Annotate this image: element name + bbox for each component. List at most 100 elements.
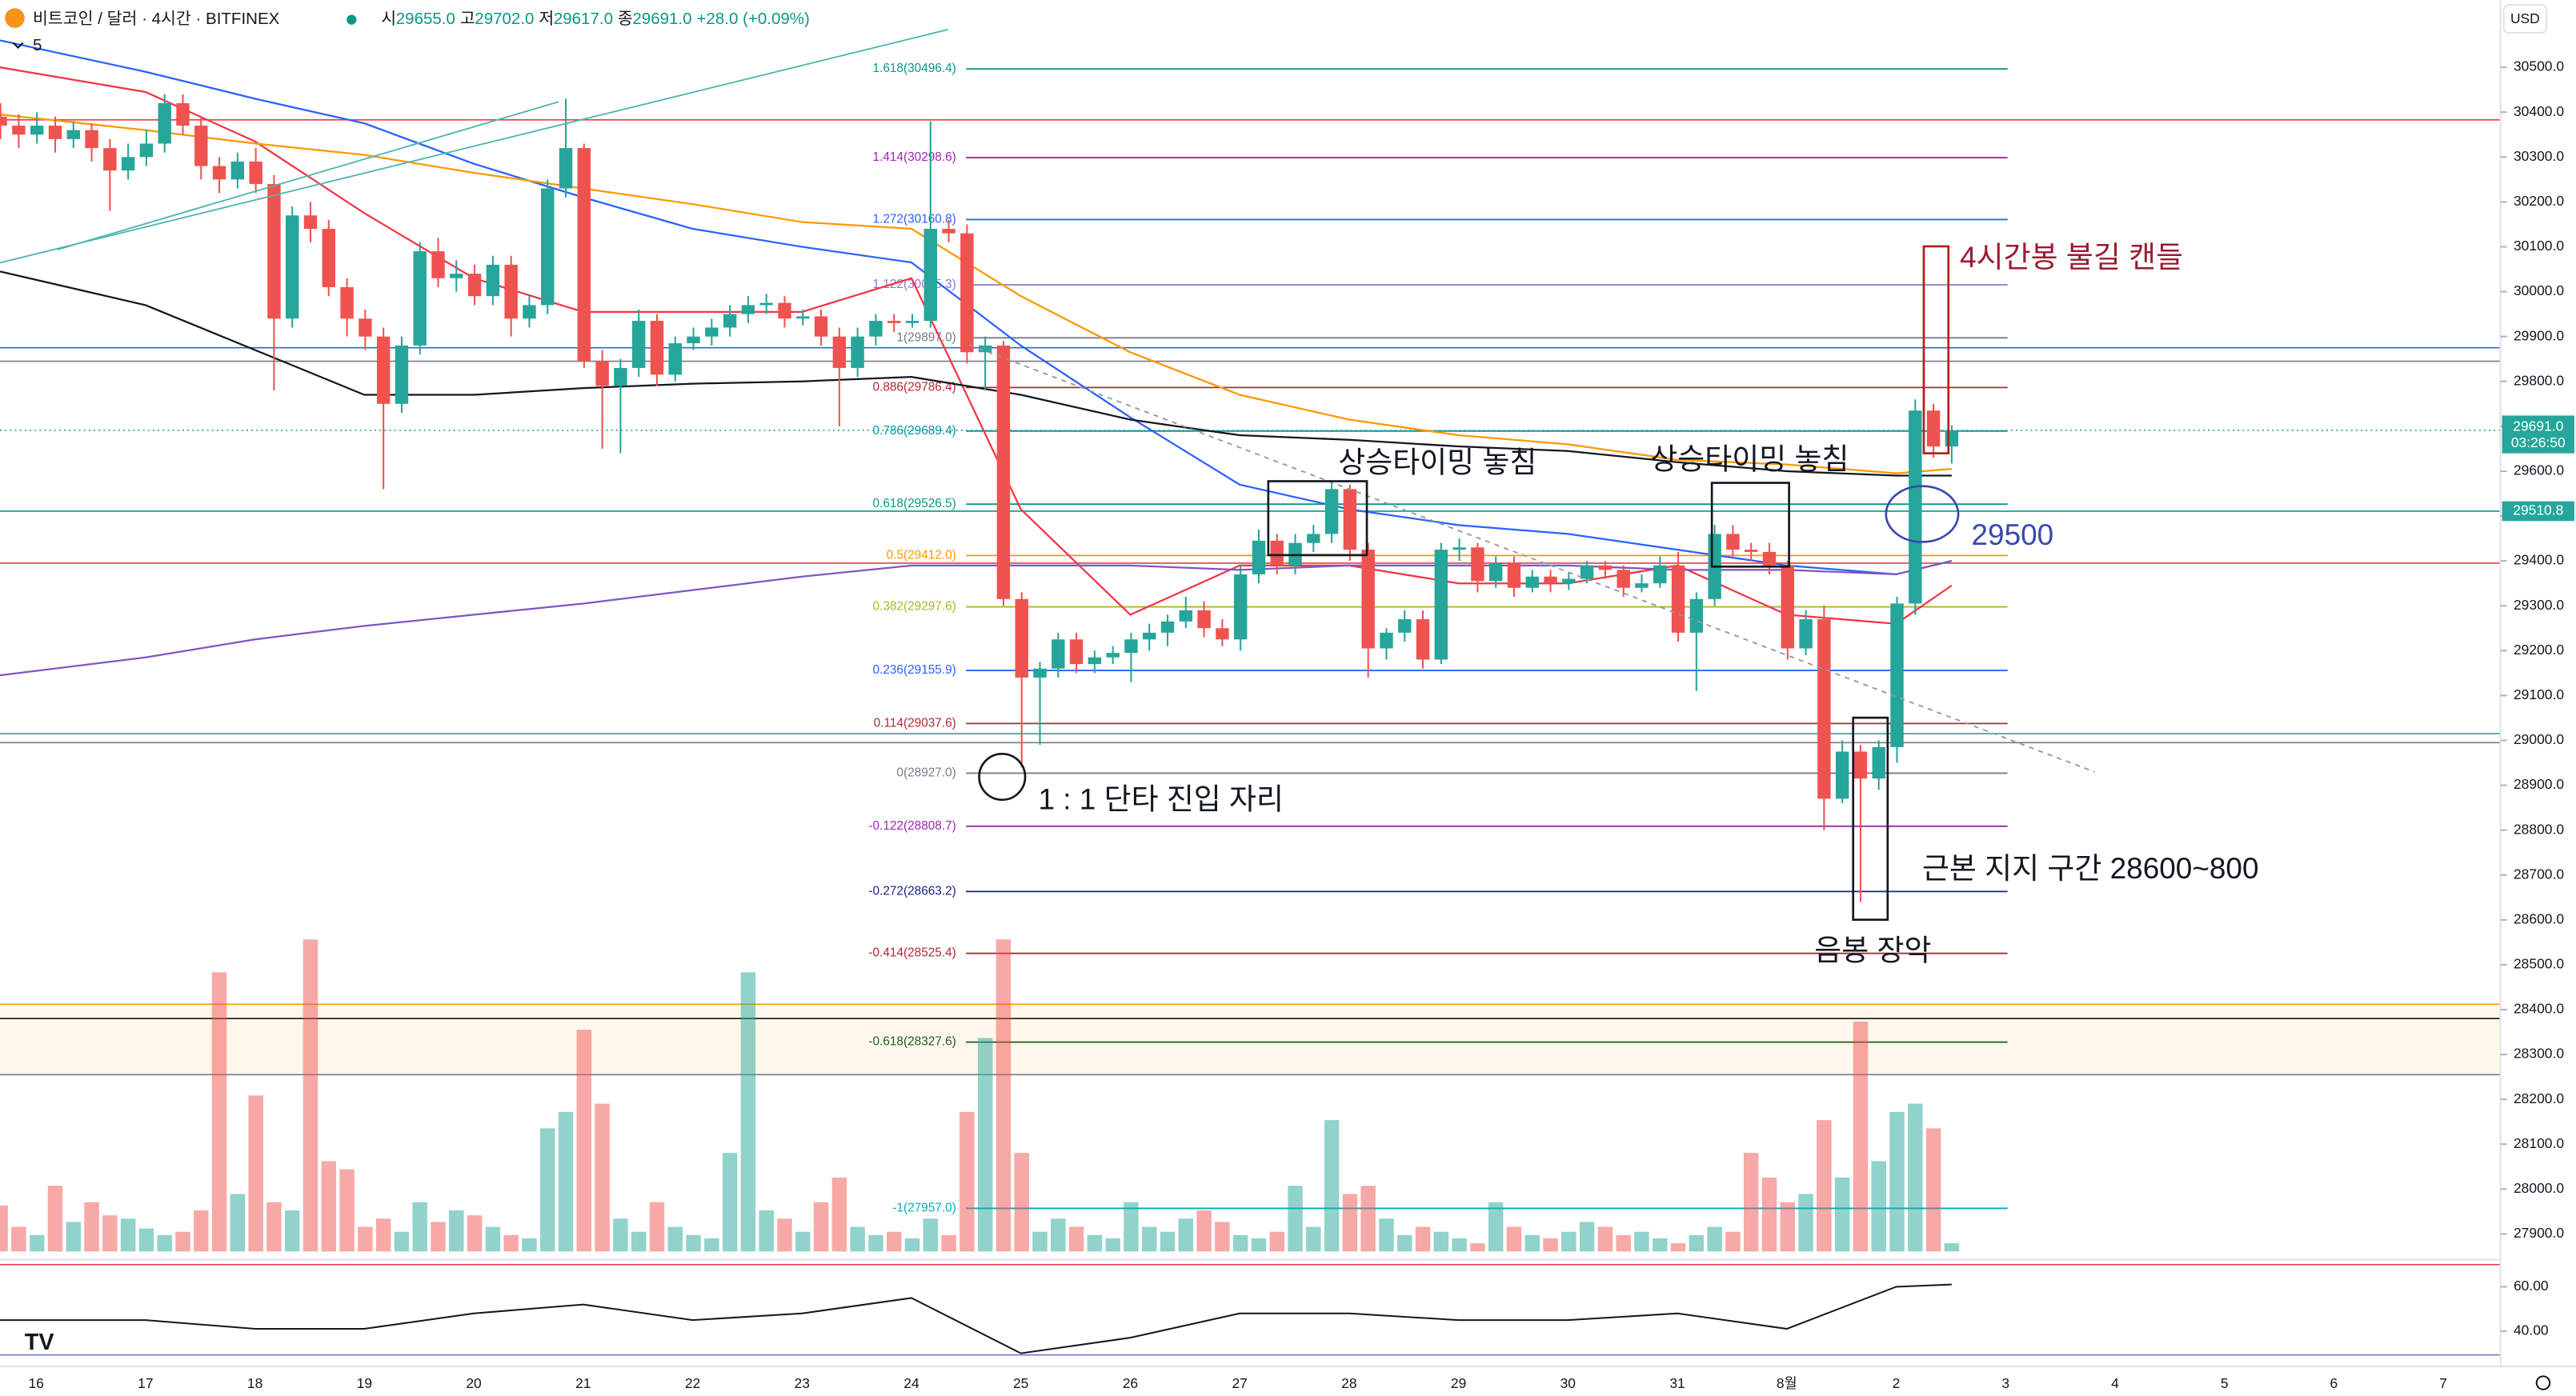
candle-body bbox=[1324, 489, 1339, 534]
candle-body bbox=[1835, 751, 1849, 799]
candle-body bbox=[541, 188, 555, 306]
candle-body bbox=[869, 321, 883, 337]
x-tick-label: 25 bbox=[1013, 1375, 1028, 1391]
fib-label: 0.236(29155.9) bbox=[873, 663, 956, 677]
candle-body bbox=[614, 367, 627, 386]
volume-bar bbox=[29, 1234, 45, 1252]
indicator-count: 5 bbox=[33, 36, 42, 54]
x-tick-label: 19 bbox=[357, 1375, 372, 1391]
candle-body bbox=[523, 305, 536, 319]
y-tick-label: 28500.0 bbox=[2514, 956, 2564, 972]
candle-body bbox=[1361, 550, 1375, 649]
volume-bar bbox=[1415, 1226, 1431, 1252]
candle-body bbox=[1799, 619, 1813, 649]
volume-bar bbox=[595, 1103, 610, 1252]
x-tick-label: 20 bbox=[466, 1375, 482, 1391]
currency-box[interactable] bbox=[2502, 4, 2548, 34]
candle-body bbox=[1452, 547, 1466, 550]
volume-bar bbox=[1124, 1202, 1139, 1252]
y-tick-label: 29200.0 bbox=[2514, 642, 2564, 658]
candle-body bbox=[139, 143, 154, 158]
volume-bar bbox=[230, 1194, 246, 1252]
volume-bar bbox=[868, 1234, 883, 1252]
candle-body bbox=[30, 126, 44, 135]
ohlc-value: 29655.0 bbox=[396, 10, 455, 28]
volume-bar bbox=[11, 1226, 26, 1252]
volume-bar bbox=[649, 1202, 665, 1252]
x-tick-label: 24 bbox=[903, 1375, 919, 1391]
y-tick-label: 30000.0 bbox=[2514, 282, 2564, 298]
candle-body bbox=[668, 343, 682, 375]
candle-body bbox=[978, 345, 992, 353]
box bbox=[1922, 245, 1950, 454]
fib-label: 0.786(29689.4) bbox=[873, 424, 956, 438]
volume-bar bbox=[47, 1186, 63, 1252]
candle-body bbox=[905, 321, 919, 323]
volume-bar bbox=[1360, 1186, 1376, 1252]
volume-bar bbox=[1506, 1226, 1522, 1252]
volume-bar bbox=[1780, 1202, 1796, 1252]
candle-body bbox=[577, 148, 591, 362]
candle-body bbox=[121, 157, 135, 171]
ohlc-label: 고 bbox=[460, 10, 475, 28]
annotation: 음봉 장악 bbox=[1814, 934, 1931, 966]
candle-body bbox=[230, 161, 245, 180]
y-tick-label: 29400.0 bbox=[2514, 552, 2564, 568]
candle-body bbox=[687, 336, 700, 344]
volume-bar bbox=[467, 1215, 483, 1252]
volume-bar bbox=[1834, 1177, 1850, 1252]
volume-bar bbox=[157, 1234, 172, 1252]
coin-icon bbox=[5, 8, 25, 28]
candle-body bbox=[1270, 540, 1284, 566]
y-tick-label: 28400.0 bbox=[2514, 1001, 2564, 1017]
volume-bar bbox=[740, 972, 756, 1252]
candle-body bbox=[85, 130, 98, 149]
candle-body bbox=[359, 318, 372, 337]
x-tick-label: 18 bbox=[247, 1375, 262, 1391]
volume-bar bbox=[722, 1153, 738, 1252]
rsi-line bbox=[0, 1283, 1952, 1354]
volume-bar bbox=[1232, 1234, 1248, 1252]
volume-bar bbox=[1306, 1226, 1321, 1252]
candle-body bbox=[431, 251, 445, 278]
box bbox=[1852, 716, 1889, 921]
candle-body bbox=[413, 251, 427, 346]
candle-body bbox=[705, 327, 719, 337]
annotation: 상승타이밍 놓침 bbox=[1338, 446, 1536, 479]
marked-price-label: 29510.8 bbox=[2513, 502, 2563, 518]
candle-body bbox=[249, 161, 262, 184]
volume-bar bbox=[1889, 1111, 1905, 1252]
volume-bar bbox=[704, 1238, 719, 1252]
volume-bar bbox=[358, 1226, 373, 1252]
volume-bar bbox=[886, 1231, 902, 1252]
volume-bar bbox=[759, 1210, 774, 1252]
volume-bar bbox=[1324, 1120, 1340, 1252]
candle-body bbox=[832, 336, 847, 368]
candle-body bbox=[759, 302, 773, 306]
annotation: 4시간봉 불길 캔들 bbox=[1960, 241, 2183, 274]
y-tick-label: 29600.0 bbox=[2514, 462, 2564, 478]
candle-body bbox=[66, 130, 80, 139]
x-tick-label: 2 bbox=[1893, 1375, 1901, 1391]
settings-icon[interactable] bbox=[2535, 1375, 2551, 1390]
fib-label: 1.618(30496.4) bbox=[873, 62, 956, 75]
symbol-title: 비트코인 / 달러 · 4시간 · BITFINEX bbox=[33, 10, 280, 28]
candle-body bbox=[796, 316, 810, 319]
volume-bar bbox=[1817, 1120, 1832, 1252]
candle-body bbox=[504, 264, 518, 319]
x-tick-label: 4 bbox=[2111, 1375, 2119, 1391]
chevron bbox=[12, 42, 24, 49]
candle-body bbox=[1909, 410, 1922, 604]
x-tick-label: 21 bbox=[575, 1375, 591, 1391]
fib-label: -0.618(28327.6) bbox=[868, 1035, 955, 1049]
volume-bar bbox=[996, 939, 1012, 1252]
candle-body bbox=[1052, 639, 1065, 669]
candle-body bbox=[595, 361, 609, 386]
candle-body bbox=[1343, 489, 1357, 550]
candle-body bbox=[1416, 619, 1430, 660]
volume-bar bbox=[1269, 1231, 1284, 1252]
candle-body bbox=[1745, 550, 1758, 552]
volume-bar bbox=[211, 972, 227, 1252]
ohlc-label: 시 bbox=[381, 10, 396, 28]
